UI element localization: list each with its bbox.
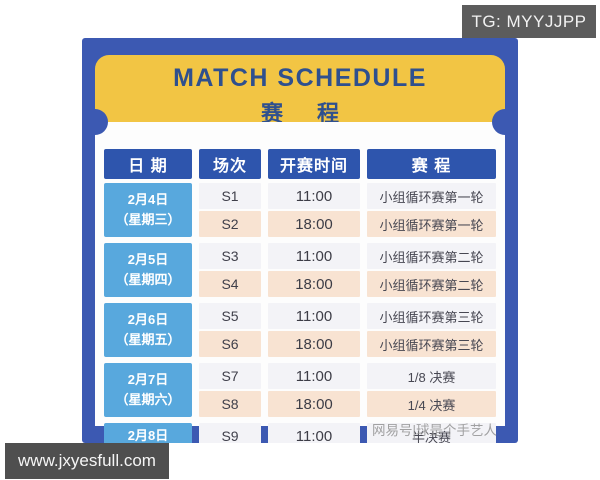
time-cell: 18:00 — [268, 211, 360, 237]
session-cell: S3 — [199, 243, 261, 269]
poster-title-en: MATCH SCHEDULE — [173, 64, 427, 92]
event-cell: 小组循环赛第一轮 — [367, 183, 496, 209]
table-row: S1 11:00 小组循环赛第一轮 — [199, 183, 496, 209]
poster-title-zh: 赛 程 — [260, 101, 340, 126]
table-row: S2 18:00 小组循环赛第一轮 — [199, 211, 496, 237]
table-row: S7 11:00 1/8 决赛 — [199, 363, 496, 389]
schedule-poster: MATCH SCHEDULE 赛 程 日 期 场次 开赛时间 赛 程 2月4日 （… — [82, 38, 518, 443]
event-cell: 1/4 决赛 — [367, 391, 496, 417]
date-label: 2月5日 — [127, 251, 169, 267]
session-cell: S4 — [199, 271, 261, 297]
header-time: 开赛时间 — [268, 149, 360, 179]
table-row: S3 11:00 小组循环赛第二轮 — [199, 243, 496, 269]
site-watermark-bar: www.jxyesfull.com — [5, 443, 169, 479]
event-cell: 半决赛 — [367, 423, 496, 443]
date-group: 2月8日 S9 11:00 半决赛 — [104, 423, 496, 443]
table-row: S5 11:00 小组循环赛第三轮 — [199, 303, 496, 329]
session-rows: S9 11:00 半决赛 — [199, 423, 496, 443]
date-label: 2月6日 — [127, 311, 169, 327]
tg-watermark-text: TG: MYYJJPP — [471, 11, 587, 31]
session-rows: S1 11:00 小组循环赛第一轮 S2 18:00 小组循环赛第一轮 — [199, 183, 496, 237]
session-cell: S6 — [199, 331, 261, 357]
title-banner: MATCH SCHEDULE 赛 程 — [82, 55, 518, 135]
date-cell: 2月6日 （星期五） — [104, 303, 192, 357]
weekday-label: （星期三） — [115, 212, 181, 227]
date-group: 2月4日 （星期三） S1 11:00 小组循环赛第一轮 S2 18:00 小组循环赛第一轮 — [104, 183, 496, 237]
table-row: S4 18:00 小组循环赛第二轮 — [199, 271, 496, 297]
session-cell: S1 — [199, 183, 261, 209]
date-cell: 2月8日 — [104, 423, 192, 443]
site-watermark-text: www.jxyesfull.com — [18, 451, 156, 470]
ticket-notch-left — [82, 109, 108, 135]
weekday-label: （星期六） — [115, 392, 181, 407]
session-cell: S9 — [199, 423, 261, 443]
event-cell: 小组循环赛第二轮 — [367, 243, 496, 269]
event-cell: 1/8 决赛 — [367, 363, 496, 389]
time-cell: 18:00 — [268, 331, 360, 357]
date-label: 2月4日 — [127, 191, 169, 207]
event-cell: 小组循环赛第三轮 — [367, 331, 496, 357]
date-label: 2月7日 — [127, 371, 169, 387]
header-date: 日 期 — [104, 149, 192, 179]
time-cell: 18:00 — [268, 391, 360, 417]
time-cell: 18:00 — [268, 271, 360, 297]
netease-watermark-text: 网易号|球是个手艺人 — [372, 423, 498, 438]
tg-watermark-bar: TG: MYYJJPP — [462, 5, 596, 38]
table-header-row: 日 期 场次 开赛时间 赛 程 — [104, 149, 496, 179]
date-cell: 2月7日 （星期六） — [104, 363, 192, 417]
event-cell: 小组循环赛第一轮 — [367, 211, 496, 237]
session-cell: S5 — [199, 303, 261, 329]
weekday-label: （星期四） — [115, 272, 181, 287]
table-row: S6 18:00 小组循环赛第三轮 — [199, 331, 496, 357]
time-cell: 11:00 — [268, 183, 360, 209]
ticket-notch-right — [492, 109, 518, 135]
event-cell: 小组循环赛第三轮 — [367, 303, 496, 329]
time-cell: 11:00 — [268, 243, 360, 269]
date-group: 2月7日 （星期六） S7 11:00 1/8 决赛 S8 18:00 1/4 决赛 — [104, 363, 496, 417]
date-cell: 2月5日 （星期四） — [104, 243, 192, 297]
table-row: S9 11:00 半决赛 — [199, 423, 496, 443]
date-label: 2月8日 — [127, 427, 169, 443]
schedule-table-area: 日 期 场次 开赛时间 赛 程 2月4日 （星期三） S1 11:00 小组循环赛第一轮… — [95, 122, 505, 443]
table-body: 2月4日 （星期三） S1 11:00 小组循环赛第一轮 S2 18:00 小组循环赛第一轮 2… — [104, 183, 496, 443]
date-group: 2月6日 （星期五） S5 11:00 小组循环赛第三轮 S6 18:00 小组循环赛第三轮 — [104, 303, 496, 357]
table-row: S8 18:00 1/4 决赛 — [199, 391, 496, 417]
session-rows: S5 11:00 小组循环赛第三轮 S6 18:00 小组循环赛第三轮 — [199, 303, 496, 357]
session-rows: S7 11:00 1/8 决赛 S8 18:00 1/4 决赛 — [199, 363, 496, 417]
session-cell: S7 — [199, 363, 261, 389]
header-session: 场次 — [199, 149, 261, 179]
session-cell: S8 — [199, 391, 261, 417]
session-cell: S2 — [199, 211, 261, 237]
date-group: 2月5日 （星期四） S3 11:00 小组循环赛第二轮 S4 18:00 小组循环赛第二轮 — [104, 243, 496, 297]
event-cell: 小组循环赛第二轮 — [367, 271, 496, 297]
weekday-label: （星期五） — [115, 332, 181, 347]
header-schedule: 赛 程 — [367, 149, 496, 179]
time-cell: 11:00 — [268, 363, 360, 389]
date-cell: 2月4日 （星期三） — [104, 183, 192, 237]
time-cell: 11:00 — [268, 303, 360, 329]
session-rows: S3 11:00 小组循环赛第二轮 S4 18:00 小组循环赛第二轮 — [199, 243, 496, 297]
schedule-card: MATCH SCHEDULE 赛 程 日 期 场次 开赛时间 赛 程 2月4日 （… — [82, 55, 518, 443]
time-cell: 11:00 — [268, 423, 360, 443]
